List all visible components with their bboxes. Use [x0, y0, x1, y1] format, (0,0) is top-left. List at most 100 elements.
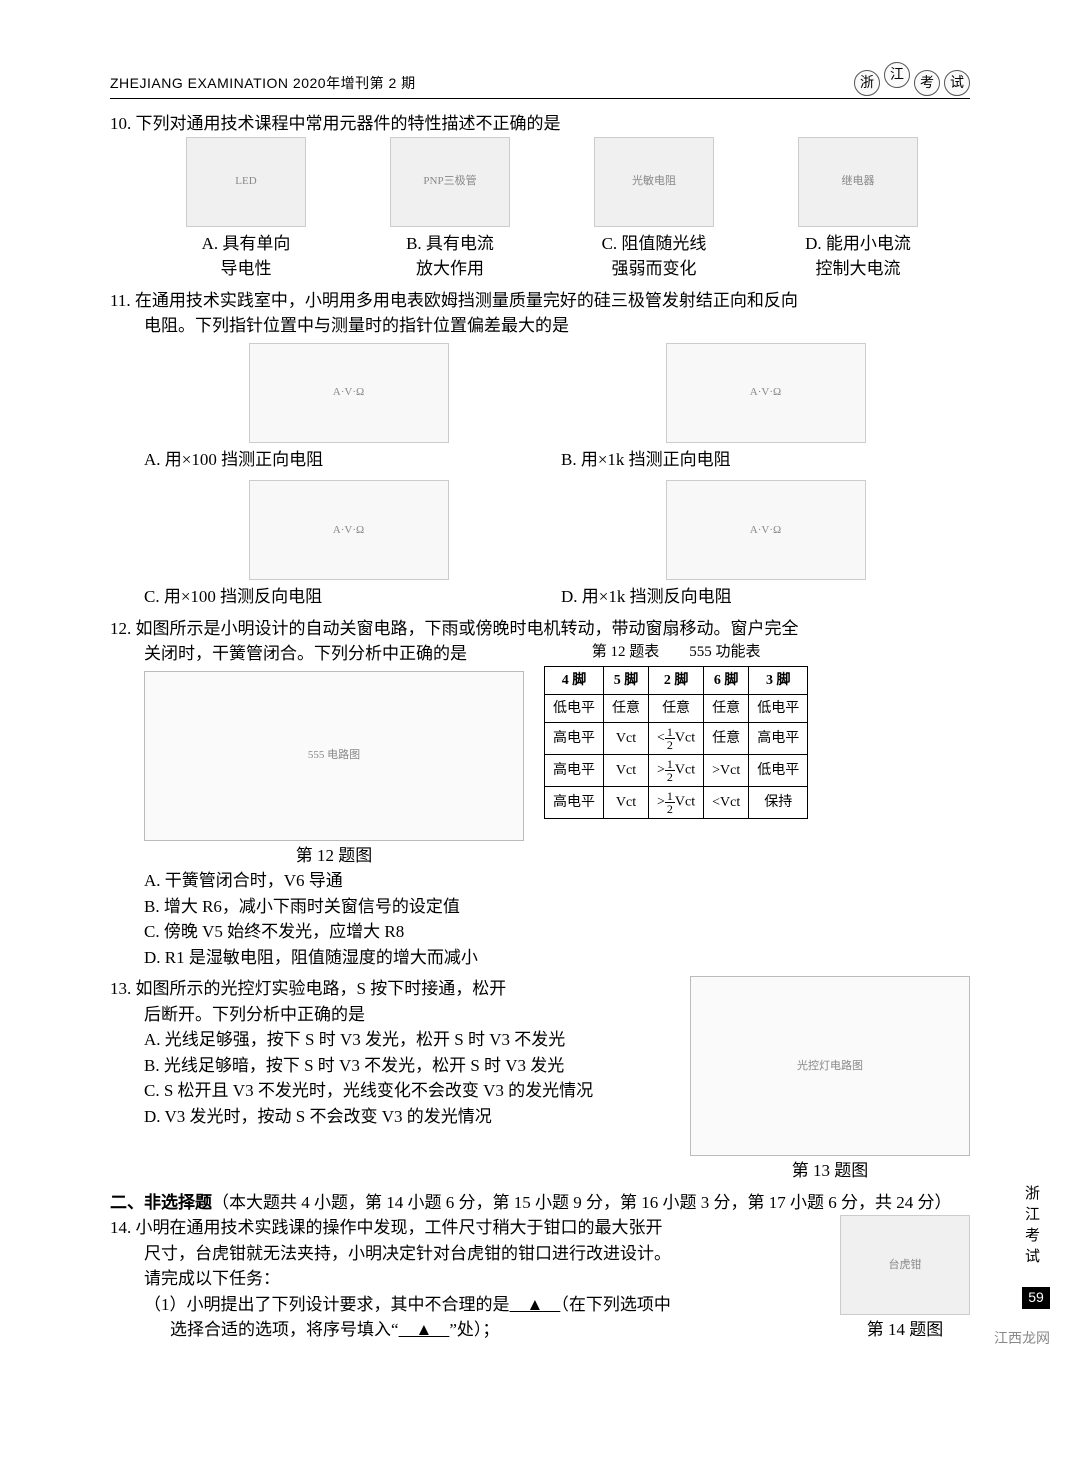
- question-14: 14. 小明在通用技术实践课的操作中发现，工件尺寸稍大于钳口的最大张开 尺寸，台…: [110, 1215, 970, 1343]
- q12-stem2: 关闭时，干簧管闭合。下列分析中正确的是: [110, 641, 524, 667]
- q11-meter-grid: A·V·Ω A. 用×100 挡测正向电阻 A·V·Ω B. 用×1k 挡测正向…: [110, 343, 970, 610]
- q12-option-b: B. 增大 R6，减小下雨时关窗信号的设定值: [110, 894, 970, 920]
- q10-options-row: LED A. 具有单向 导电性 PNP三极管 B. 具有电流 放大作用 光敏电阻…: [110, 137, 970, 282]
- page-header: ZHEJIANG EXAMINATION 2020年增刊第 2 期 浙 江 考 …: [110, 70, 970, 99]
- multimeter-dial-b-icon: A·V·Ω: [666, 343, 866, 443]
- cell: >12Vct: [649, 786, 704, 818]
- q10-option-a: LED A. 具有单向 导电性: [144, 137, 348, 282]
- circle-kao: 考: [914, 70, 940, 96]
- q13-option-d: D. V3 发光时，按动 S 不会改变 V3 的发光情况: [110, 1104, 674, 1130]
- q13-circuit-diagram-icon: 光控灯电路图: [690, 976, 970, 1156]
- section2-title: 二、非选择题: [110, 1193, 212, 1212]
- q13-option-a: A. 光线足够强，按下 S 时 V3 发光，松开 S 时 V3 不发光: [110, 1027, 674, 1053]
- cell: 低电平: [545, 694, 604, 722]
- q13-figure-block: 光控灯电路图 第 13 题图: [690, 976, 970, 1184]
- q12-fig-label: 第 12 题图: [144, 843, 524, 869]
- cell: 低电平: [749, 754, 808, 786]
- question-10: 10. 下列对通用技术课程中常用元器件的特性描述不正确的是 LED A. 具有单…: [110, 111, 970, 282]
- cell: 任意: [704, 722, 749, 754]
- q14-fig-label: 第 14 题图: [840, 1317, 970, 1343]
- question-12: 12. 如图所示是小明设计的自动关窗电路，下雨或傍晚时电机转动，带动窗扇移动。窗…: [110, 616, 970, 971]
- th-pin4: 4 脚: [545, 666, 604, 694]
- q11-c-label: C. 用×100 挡测反向电阻: [144, 584, 553, 610]
- q10-a-line2: 导电性: [144, 256, 348, 282]
- q14-blank2: ▲: [399, 1320, 450, 1339]
- cell: <12Vct: [649, 722, 704, 754]
- q11-d-label: D. 用×1k 挡测反向电阻: [561, 584, 970, 610]
- q14-stem1: 14. 小明在通用技术实践课的操作中发现，工件尺寸稍大于钳口的最大张开: [110, 1215, 830, 1241]
- q11-option-a: A·V·Ω A. 用×100 挡测正向电阻: [144, 343, 553, 473]
- table-header-row: 4 脚 5 脚 2 脚 6 脚 3 脚: [545, 666, 808, 694]
- q14-blank1: ▲: [510, 1295, 561, 1314]
- q13-stem2: 后断开。下列分析中正确的是: [110, 1002, 674, 1028]
- q12-option-c: C. 傍晚 V5 始终不发光，应增大 R8: [110, 919, 970, 945]
- cell: Vct: [604, 786, 649, 818]
- q11-b-label: B. 用×1k 挡测正向电阻: [561, 447, 970, 473]
- q14-stem2: 尺寸，台虎钳就无法夹持，小明决定针对台虎钳的钳口进行改进设计。: [110, 1241, 830, 1267]
- cell: 任意: [649, 694, 704, 722]
- q12-table-caption2: 555 功能表: [689, 641, 760, 664]
- cell: >12Vct: [649, 754, 704, 786]
- multimeter-dial-c-icon: A·V·Ω: [249, 480, 449, 580]
- q10-d-line1: 能用小电流: [826, 234, 911, 253]
- q10-d-letter: D.: [805, 234, 822, 253]
- photoresistor-icon: 光敏电阻: [594, 137, 714, 227]
- q10-a-line1: 具有单向: [222, 234, 290, 253]
- section2-desc: （本大题共 4 小题，第 14 小题 6 分，第 15 小题 9 分，第 16 …: [212, 1193, 952, 1212]
- q14-sub1-line1: （1）小明提出了下列设计要求，其中不合理的是 ▲ （在下列选项中: [110, 1292, 830, 1318]
- q13-fig-label: 第 13 题图: [690, 1158, 970, 1184]
- q10-stem: 10. 下列对通用技术课程中常用元器件的特性描述不正确的是: [110, 111, 970, 137]
- cell: >Vct: [704, 754, 749, 786]
- bench-vise-icon: 台虎钳: [840, 1215, 970, 1315]
- cell: Vct: [604, 722, 649, 754]
- th-pin6: 6 脚: [704, 666, 749, 694]
- q10-option-c: 光敏电阻 C. 阻值随光线 强弱而变化: [552, 137, 756, 282]
- cell: <Vct: [704, 786, 749, 818]
- led-icon: LED: [186, 137, 306, 227]
- q10-c-line2: 强弱而变化: [552, 256, 756, 282]
- q10-a-letter: A.: [202, 234, 219, 253]
- cell: 任意: [604, 694, 649, 722]
- q14-sub1a: （1）小明提出了下列设计要求，其中不合理的是: [144, 1295, 510, 1314]
- circle-shi: 试: [944, 70, 970, 96]
- th-pin3: 3 脚: [749, 666, 808, 694]
- q10-b-line2: 放大作用: [348, 256, 552, 282]
- table-row: 高电平 Vct <12Vct 任意 高电平: [545, 722, 808, 754]
- q12-table-block: 第 12 题表 555 功能表 4 脚 5 脚 2 脚 6 脚 3 脚 低电平 …: [544, 641, 808, 819]
- multimeter-dial-a-icon: A·V·Ω: [249, 343, 449, 443]
- header-logo-circles: 浙 江 考 试: [854, 70, 970, 96]
- table-row: 低电平 任意 任意 任意 低电平: [545, 694, 808, 722]
- q13-option-b: B. 光线足够暗，按下 S 时 V3 不发光，松开 S 时 V3 发光: [110, 1053, 674, 1079]
- q14-stem3: 请完成以下任务：: [110, 1266, 830, 1292]
- cell: 高电平: [545, 754, 604, 786]
- q13-stem1: 13. 如图所示的光控灯实验电路，S 按下时接通，松开: [110, 976, 674, 1002]
- q12-table-caption1: 第 12 题表: [592, 641, 660, 664]
- cell: 高电平: [545, 722, 604, 754]
- q14-sub1-line2: 选择合适的选项，将序号填入“ ▲ ”处）；: [110, 1317, 830, 1343]
- transistor-icon: PNP三极管: [390, 137, 510, 227]
- watermark-text: 江西龙网: [994, 1328, 1050, 1349]
- q10-option-d: 继电器 D. 能用小电流 控制大电流: [756, 137, 960, 282]
- multimeter-dial-d-icon: A·V·Ω: [666, 480, 866, 580]
- page-number: 59: [1022, 1287, 1050, 1309]
- q12-circuit-diagram-icon: 555 电路图: [144, 671, 524, 841]
- cell: Vct: [604, 754, 649, 786]
- q14-figure-block: 台虎钳 第 14 题图: [840, 1215, 970, 1343]
- q12-stem1: 12. 如图所示是小明设计的自动关窗电路，下雨或傍晚时电机转动，带动窗扇移动。窗…: [110, 616, 970, 642]
- q14-sub1b: （在下列选项中: [560, 1295, 671, 1314]
- q10-b-line1: 具有电流: [426, 234, 494, 253]
- header-journal: ZHEJIANG EXAMINATION 2020年增刊第 2 期: [110, 73, 416, 94]
- circle-jiang: 江: [884, 62, 910, 88]
- cell: 低电平: [749, 694, 808, 722]
- th-pin2: 2 脚: [649, 666, 704, 694]
- q12-option-d: D. R1 是湿敏电阻，阻值随湿度的增大而减小: [110, 945, 970, 971]
- q11-a-label: A. 用×100 挡测正向电阻: [144, 447, 553, 473]
- q11-stem1: 11. 在通用技术实践室中，小明用多用电表欧姆挡测量质量完好的硅三极管发射结正向…: [110, 288, 970, 314]
- q12-option-a: A. 干簧管闭合时，V6 导通: [110, 868, 970, 894]
- q10-b-letter: B.: [406, 234, 422, 253]
- question-11: 11. 在通用技术实践室中，小明用多用电表欧姆挡测量质量完好的硅三极管发射结正向…: [110, 288, 970, 610]
- q10-c-line1: 阻值随光线: [621, 234, 706, 253]
- table-row: 高电平 Vct >12Vct <Vct 保持: [545, 786, 808, 818]
- q10-c-letter: C.: [602, 234, 618, 253]
- relay-icon: 继电器: [798, 137, 918, 227]
